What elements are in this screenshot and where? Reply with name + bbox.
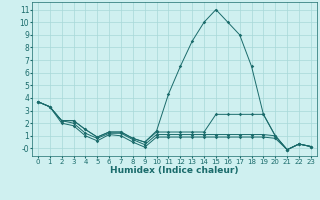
X-axis label: Humidex (Indice chaleur): Humidex (Indice chaleur) xyxy=(110,166,239,175)
